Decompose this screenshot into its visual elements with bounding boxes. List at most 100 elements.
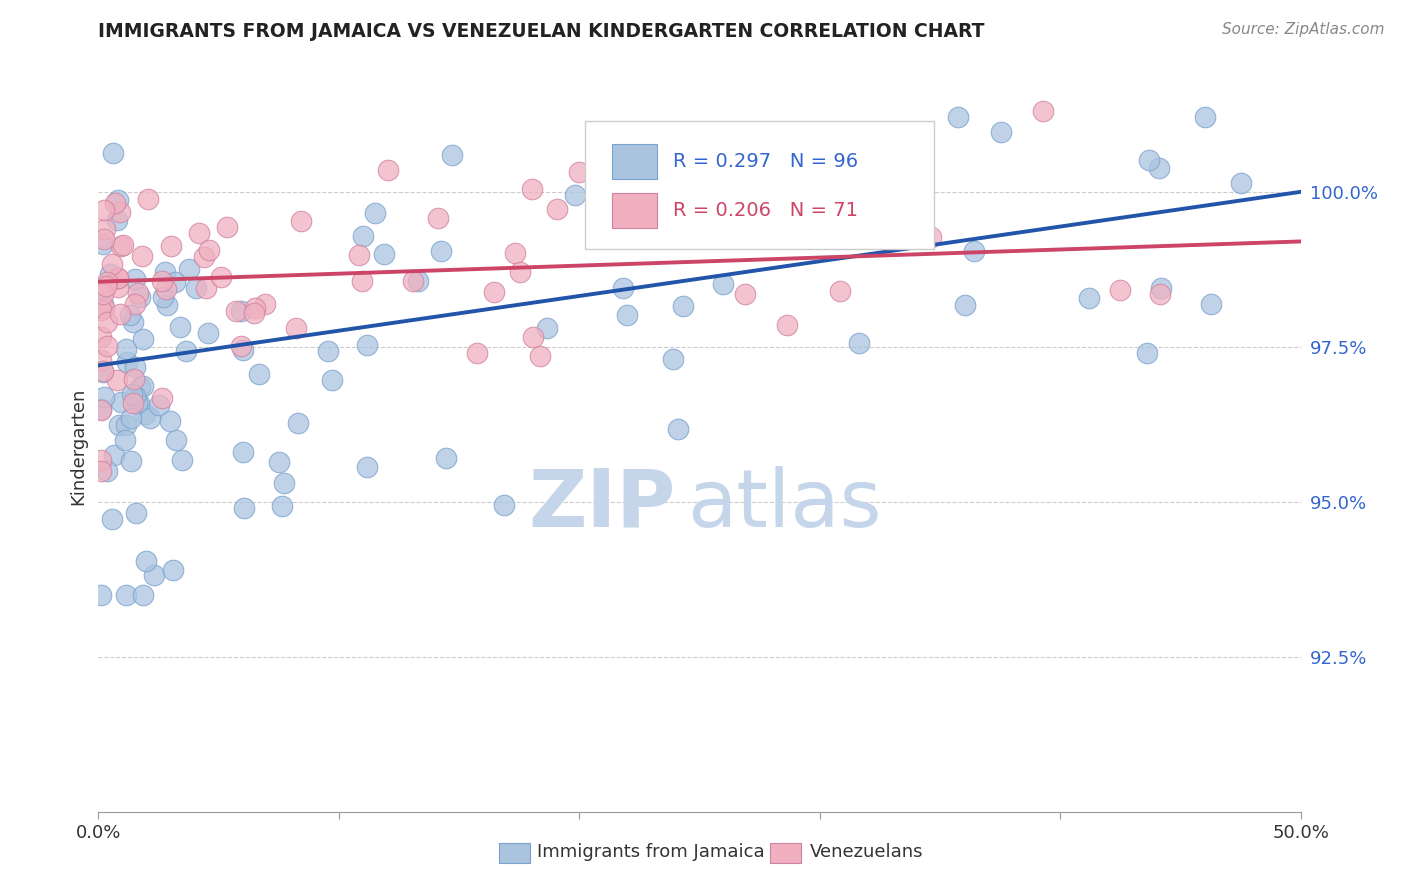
Point bbox=[93, 202, 115, 217]
Point bbox=[101, 146, 124, 161]
Point bbox=[91, 237, 114, 252]
Point bbox=[108, 204, 131, 219]
Point bbox=[107, 270, 129, 285]
Point bbox=[990, 125, 1012, 139]
Point bbox=[467, 345, 489, 359]
Point bbox=[509, 264, 531, 278]
Point bbox=[93, 301, 115, 315]
Point bbox=[1194, 111, 1216, 125]
Point bbox=[1136, 346, 1159, 360]
Point bbox=[107, 270, 129, 285]
Point bbox=[186, 281, 208, 295]
Point bbox=[114, 588, 136, 602]
Point bbox=[352, 229, 374, 244]
Point bbox=[1077, 291, 1099, 305]
FancyBboxPatch shape bbox=[612, 144, 658, 179]
Point bbox=[90, 403, 112, 417]
Point bbox=[90, 401, 112, 416]
Point bbox=[112, 238, 135, 252]
Point bbox=[666, 422, 689, 436]
Point bbox=[1147, 161, 1170, 175]
Point bbox=[273, 476, 295, 491]
Point bbox=[124, 272, 146, 286]
Point bbox=[907, 172, 929, 186]
Point bbox=[441, 148, 464, 162]
Point bbox=[96, 279, 118, 293]
Point bbox=[107, 373, 129, 387]
Y-axis label: Kindergarten: Kindergarten bbox=[69, 387, 87, 505]
Point bbox=[347, 247, 370, 261]
Point bbox=[662, 351, 685, 366]
Point bbox=[352, 274, 374, 288]
Point bbox=[96, 464, 118, 478]
Point bbox=[195, 281, 218, 295]
Point bbox=[287, 416, 309, 430]
Point bbox=[91, 297, 114, 311]
Point bbox=[136, 192, 159, 206]
Point bbox=[91, 364, 114, 378]
Point bbox=[1230, 176, 1253, 190]
Point bbox=[134, 407, 156, 421]
Point bbox=[616, 308, 638, 322]
FancyBboxPatch shape bbox=[612, 193, 658, 228]
Point bbox=[108, 307, 131, 321]
Point bbox=[672, 300, 695, 314]
Point bbox=[124, 360, 146, 375]
Point bbox=[520, 182, 543, 196]
Point bbox=[132, 333, 155, 347]
Point bbox=[229, 339, 252, 353]
Point bbox=[101, 511, 124, 525]
Point bbox=[131, 249, 153, 263]
Text: Source: ZipAtlas.com: Source: ZipAtlas.com bbox=[1222, 22, 1385, 37]
Point bbox=[122, 372, 145, 386]
Point bbox=[94, 222, 117, 236]
Point bbox=[96, 339, 118, 353]
Point bbox=[110, 239, 132, 253]
Point bbox=[776, 318, 799, 333]
Point bbox=[163, 275, 186, 289]
Point bbox=[920, 229, 942, 244]
Text: Venezuelans: Venezuelans bbox=[810, 843, 924, 861]
Point bbox=[946, 111, 969, 125]
Point bbox=[96, 315, 118, 329]
Point bbox=[132, 378, 155, 392]
Point bbox=[193, 250, 215, 264]
Point bbox=[215, 220, 238, 235]
Point bbox=[955, 298, 977, 312]
Point bbox=[1032, 104, 1054, 119]
Point bbox=[132, 588, 155, 602]
Point bbox=[1109, 283, 1132, 297]
Point bbox=[427, 211, 450, 226]
Point bbox=[124, 297, 146, 311]
Text: ZIP: ZIP bbox=[529, 466, 675, 543]
Point bbox=[125, 506, 148, 520]
Point bbox=[121, 395, 143, 409]
Point bbox=[170, 452, 193, 467]
Point bbox=[522, 330, 544, 344]
Text: R = 0.297   N = 96: R = 0.297 N = 96 bbox=[673, 152, 858, 171]
Point bbox=[848, 336, 870, 351]
Point bbox=[156, 297, 179, 311]
Point bbox=[129, 380, 152, 394]
Point bbox=[148, 398, 170, 412]
Point bbox=[90, 330, 112, 344]
Point bbox=[127, 396, 149, 410]
Point bbox=[135, 554, 157, 568]
Point bbox=[129, 290, 152, 304]
Point bbox=[536, 321, 558, 335]
Text: R = 0.206   N = 71: R = 0.206 N = 71 bbox=[673, 201, 858, 220]
Point bbox=[122, 315, 145, 329]
FancyBboxPatch shape bbox=[585, 120, 934, 249]
Point bbox=[232, 343, 254, 357]
Point bbox=[482, 285, 505, 299]
Point bbox=[90, 352, 112, 367]
Point bbox=[233, 500, 256, 515]
Point bbox=[402, 274, 425, 288]
Point bbox=[142, 568, 165, 582]
Point bbox=[377, 162, 399, 177]
Point bbox=[127, 286, 149, 301]
Point bbox=[138, 411, 160, 425]
Point bbox=[209, 270, 232, 285]
Point bbox=[179, 262, 201, 277]
Point bbox=[105, 213, 128, 227]
